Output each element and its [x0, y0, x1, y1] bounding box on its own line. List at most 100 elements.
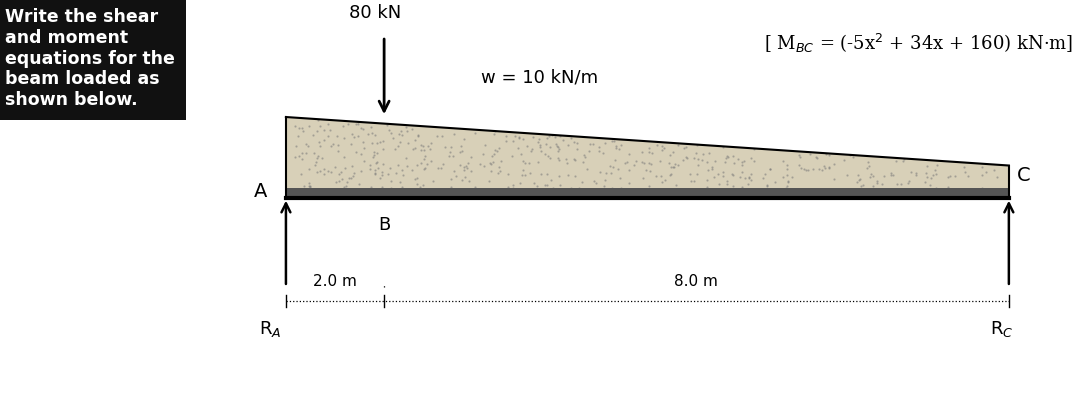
- Point: [607, 142, 625, 149]
- Point: [538, 181, 556, 188]
- Point: [716, 159, 734, 166]
- Point: [350, 119, 367, 125]
- Point: [642, 160, 659, 167]
- Point: [665, 164, 682, 170]
- Point: [759, 182, 776, 189]
- Point: [675, 145, 693, 152]
- Point: [315, 136, 332, 143]
- Point: [730, 192, 748, 198]
- Point: [569, 146, 586, 152]
- Point: [414, 142, 432, 149]
- Point: [343, 162, 360, 169]
- Point: [643, 150, 660, 156]
- Point: [566, 173, 584, 179]
- Point: [667, 161, 684, 168]
- Point: [369, 140, 386, 146]
- Point: [831, 185, 848, 192]
- Point: [835, 156, 852, 163]
- Point: [753, 188, 770, 195]
- Point: [373, 183, 391, 190]
- Point: [330, 178, 347, 184]
- Point: [441, 149, 459, 156]
- Point: [653, 179, 670, 185]
- Point: [695, 151, 712, 157]
- Point: [448, 187, 465, 194]
- Point: [312, 123, 329, 129]
- Point: [783, 174, 801, 180]
- Point: [506, 133, 523, 140]
- Point: [804, 166, 821, 173]
- Point: [446, 188, 463, 195]
- Point: [612, 185, 629, 192]
- Point: [648, 142, 666, 149]
- Point: [985, 189, 1002, 196]
- Point: [892, 188, 910, 195]
- Point: [579, 148, 597, 154]
- Point: [414, 182, 432, 188]
- Point: [940, 184, 957, 190]
- Point: [412, 184, 429, 190]
- Point: [883, 170, 900, 176]
- Point: [353, 125, 370, 132]
- Point: [435, 160, 452, 167]
- Point: [682, 178, 699, 185]
- Point: [416, 153, 434, 160]
- Point: [309, 154, 326, 161]
- Point: [917, 170, 934, 177]
- Point: [323, 143, 340, 150]
- Point: [614, 186, 631, 193]
- Point: [408, 181, 425, 188]
- Point: [850, 176, 868, 183]
- Point: [663, 164, 680, 170]
- Point: [338, 182, 355, 189]
- Point: [381, 126, 398, 133]
- Point: [574, 159, 591, 166]
- Point: [517, 160, 534, 166]
- Point: [698, 159, 715, 165]
- Point: [726, 160, 743, 166]
- Point: [301, 184, 318, 191]
- Point: [724, 152, 741, 159]
- Point: [892, 180, 910, 187]
- Point: [604, 163, 622, 170]
- Point: [486, 131, 503, 137]
- Point: [917, 179, 934, 185]
- Point: [333, 186, 351, 193]
- Point: [525, 180, 543, 186]
- Text: Write the shear
and moment
equations for the
beam loaded as
shown below.: Write the shear and moment equations for…: [5, 8, 175, 109]
- Point: [620, 166, 638, 173]
- Point: [487, 128, 504, 135]
- Point: [737, 175, 754, 181]
- Point: [315, 166, 332, 172]
- Point: [453, 177, 470, 183]
- Point: [653, 143, 670, 150]
- Point: [549, 155, 566, 161]
- Point: [581, 141, 598, 147]
- Point: [655, 145, 672, 151]
- Point: [409, 174, 426, 181]
- Point: [482, 168, 500, 174]
- Point: [428, 133, 446, 139]
- Point: [338, 192, 355, 198]
- Point: [640, 160, 657, 166]
- Point: [836, 187, 853, 193]
- Point: [515, 157, 532, 164]
- Point: [366, 152, 383, 158]
- Point: [336, 153, 353, 160]
- Point: [382, 189, 399, 195]
- Point: [699, 183, 716, 190]
- Point: [301, 123, 318, 129]
- Point: [754, 175, 771, 182]
- Point: [942, 172, 959, 179]
- Point: [542, 154, 559, 161]
- Point: [446, 168, 463, 175]
- Point: [365, 149, 382, 155]
- Point: [779, 178, 796, 185]
- Point: [929, 187, 946, 194]
- Point: [714, 189, 732, 195]
- Point: [368, 186, 385, 193]
- Point: [452, 161, 469, 168]
- Point: [383, 191, 400, 197]
- Point: [808, 155, 825, 161]
- Point: [296, 189, 313, 195]
